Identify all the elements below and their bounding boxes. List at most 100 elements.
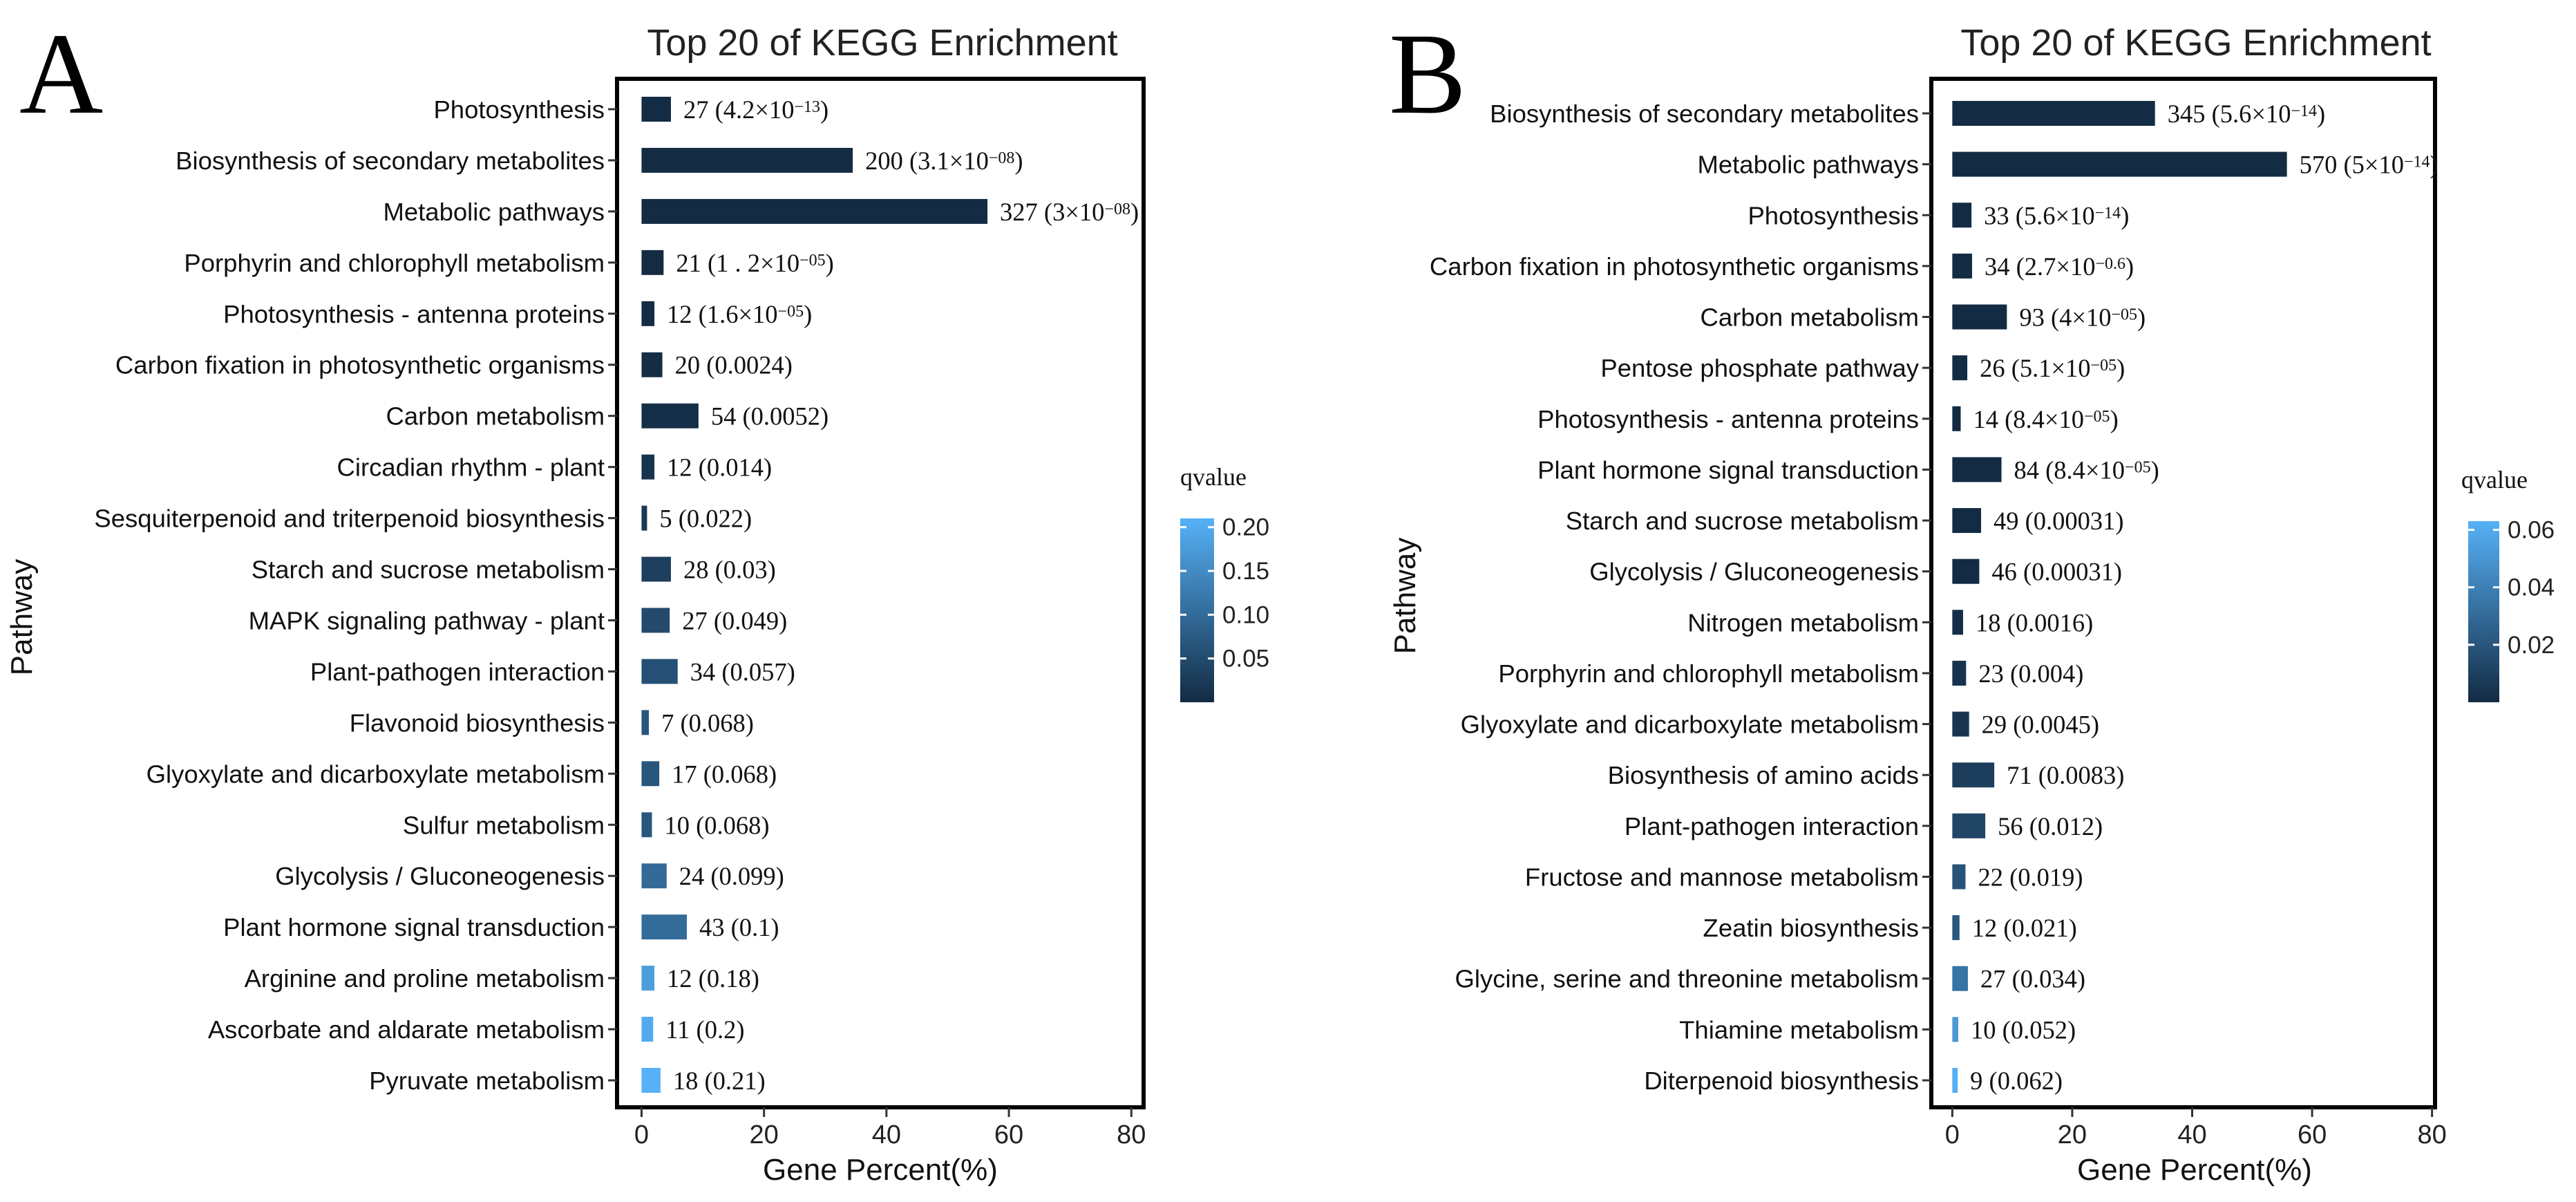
- data-label: 12 (1.6×10−05): [667, 300, 812, 328]
- y-tick-label: Metabolic pathways: [383, 198, 605, 226]
- bar: [641, 863, 667, 889]
- y-tick-label: Plant hormone signal transduction: [1537, 456, 1919, 484]
- data-label: 12 (0.18): [667, 964, 759, 993]
- y-tick-label: Sulfur metabolism: [403, 811, 605, 839]
- bar: [641, 250, 664, 275]
- bar: [641, 505, 647, 531]
- data-label: 10 (0.052): [1971, 1015, 2076, 1044]
- data-label: 26 (5.1×10−05): [1980, 354, 2125, 382]
- data-label: 17 (0.068): [672, 760, 777, 788]
- bar: [1952, 762, 1995, 788]
- data-label: 33 (5.6×10−14): [1984, 201, 2129, 229]
- panel-b: B Top 20 of KEGG Enrichment Pathway Gene…: [1388, 10, 2555, 1187]
- bar: [1952, 864, 1966, 890]
- y-tick-label: Starch and sucrose metabolism: [1566, 507, 1919, 535]
- data-label: 34 (0.057): [690, 657, 795, 686]
- x-axis-label-b: Gene Percent(%): [2077, 1153, 2312, 1187]
- data-label: 10 (0.068): [665, 811, 770, 839]
- bar: [1952, 406, 1961, 431]
- data-label: 34 (2.7×10−0.6): [1985, 252, 2134, 281]
- data-label: 14 (8.4×10−05): [1973, 405, 2119, 433]
- x-tick-label: 80: [2418, 1120, 2447, 1149]
- bar: [1952, 355, 1968, 381]
- bar: [1952, 610, 1963, 635]
- data-label: 56 (0.012): [1998, 812, 2103, 841]
- bar: [641, 454, 655, 480]
- data-label: 93 (4×10−05): [2019, 303, 2146, 332]
- y-tick-label: Glycolysis / Gluconeogenesis: [1589, 558, 1919, 586]
- plot-frame: [1929, 77, 2437, 1109]
- bar: [1952, 813, 1986, 838]
- y-tick-label: Plant hormone signal transduction: [223, 913, 605, 941]
- bar: [641, 198, 988, 224]
- x-axis-label-a: Gene Percent(%): [763, 1153, 998, 1187]
- data-label: 200 (3.1×10−08): [865, 147, 1023, 175]
- x-tick-label: 80: [1117, 1120, 1146, 1149]
- bar: [641, 301, 655, 326]
- y-tick-label: Nitrogen metabolism: [1687, 608, 1919, 637]
- y-tick-label: Metabolic pathways: [1697, 151, 1919, 179]
- bar: [1952, 151, 2287, 177]
- panel-letter-b: B: [1389, 10, 1466, 138]
- data-label: 46 (0.00031): [1991, 558, 2122, 586]
- legend-tick-label: 0.06: [2508, 516, 2555, 543]
- data-label: 18 (0.0016): [1976, 608, 2093, 637]
- y-tick-label: Photosynthesis - antenna proteins: [223, 300, 605, 328]
- data-label: 24 (0.099): [679, 862, 784, 890]
- y-tick-label: Biosynthesis of amino acids: [1608, 761, 1919, 789]
- y-tick-label: Fructose and mannose metabolism: [1525, 863, 1919, 891]
- bar: [1952, 101, 2155, 126]
- legend-tick-label: 0.20: [1222, 514, 1269, 541]
- y-tick-label: Pyruvate metabolism: [369, 1067, 605, 1095]
- y-tick-label: Plant-pathogen interaction: [310, 657, 605, 686]
- data-label: 12 (0.021): [1972, 914, 2077, 942]
- bar: [641, 403, 699, 429]
- data-label: 71 (0.0083): [2007, 761, 2124, 789]
- bar: [1952, 304, 2007, 330]
- y-tick-label: Photosynthesis: [1748, 201, 1919, 229]
- bar: [1952, 1017, 1959, 1042]
- bar: [1952, 203, 1972, 228]
- y-tick-label: Ascorbate and aldarate metabolism: [208, 1015, 605, 1044]
- bar: [641, 608, 670, 633]
- x-tick-label: 60: [994, 1120, 1023, 1149]
- bar: [641, 1017, 654, 1042]
- data-label: 23 (0.004): [1978, 659, 2083, 688]
- data-label: 327 (3×10−08): [1000, 198, 1139, 226]
- bar: [641, 352, 663, 377]
- y-tick-label: Starch and sucrose metabolism: [252, 556, 605, 584]
- bar: [641, 659, 678, 684]
- y-axis-label-a: Pathway: [5, 559, 39, 676]
- y-tick-label: Glyoxylate and dicarboxylate metabolism: [1461, 711, 1919, 739]
- data-label: 49 (0.00031): [1993, 507, 2124, 535]
- panel-a: A Top 20 of KEGG Enrichment Pathway Gene…: [5, 10, 1269, 1187]
- data-label: 29 (0.0045): [1982, 711, 2099, 739]
- chart-title-b: Top 20 of KEGG Enrichment: [1960, 22, 2431, 64]
- y-tick-label: Diterpenoid biosynthesis: [1644, 1067, 1919, 1095]
- data-label: 18 (0.21): [673, 1067, 766, 1095]
- y-tick-label: Biosynthesis of secondary metabolites: [176, 147, 605, 175]
- data-label: 27 (4.2×10−13): [683, 95, 828, 124]
- legend-colorbar: [1180, 518, 1214, 702]
- data-label: 7 (0.068): [661, 708, 754, 737]
- y-tick-label: Sesquiterpenoid and triterpenoid biosynt…: [94, 505, 605, 533]
- data-label: 345 (5.6×10−14): [2168, 100, 2325, 128]
- chart-title-a: Top 20 of KEGG Enrichment: [647, 22, 1117, 64]
- y-tick-label: Biosynthesis of secondary metabolites: [1490, 100, 1919, 128]
- panel-letter-a: A: [19, 10, 103, 138]
- bar: [641, 1068, 661, 1093]
- y-tick-label: Carbon metabolism: [1701, 303, 1919, 332]
- data-label: 22 (0.019): [1978, 863, 2083, 891]
- x-tick-label: 0: [634, 1120, 649, 1149]
- x-tick-label: 60: [2298, 1120, 2327, 1149]
- y-tick-label: MAPK signaling pathway - plant: [249, 606, 605, 635]
- data-label: 9 (0.062): [1970, 1067, 2063, 1095]
- bar: [1952, 457, 2002, 482]
- bar: [1952, 253, 1973, 279]
- y-tick-label: Glyoxylate and dicarboxylate metabolism: [146, 760, 605, 788]
- legend-title-a: qvalue: [1180, 463, 1247, 491]
- x-tick-label: 40: [2177, 1120, 2206, 1149]
- y-tick-label: Photosynthesis - antenna proteins: [1537, 405, 1919, 433]
- y-tick-label: Glycine, serine and threonine metabolism: [1455, 965, 1919, 993]
- bar: [1952, 966, 1968, 991]
